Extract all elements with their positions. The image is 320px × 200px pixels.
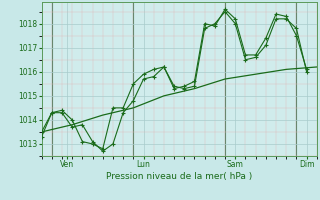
X-axis label: Pression niveau de la mer( hPa ): Pression niveau de la mer( hPa ) xyxy=(106,172,252,181)
